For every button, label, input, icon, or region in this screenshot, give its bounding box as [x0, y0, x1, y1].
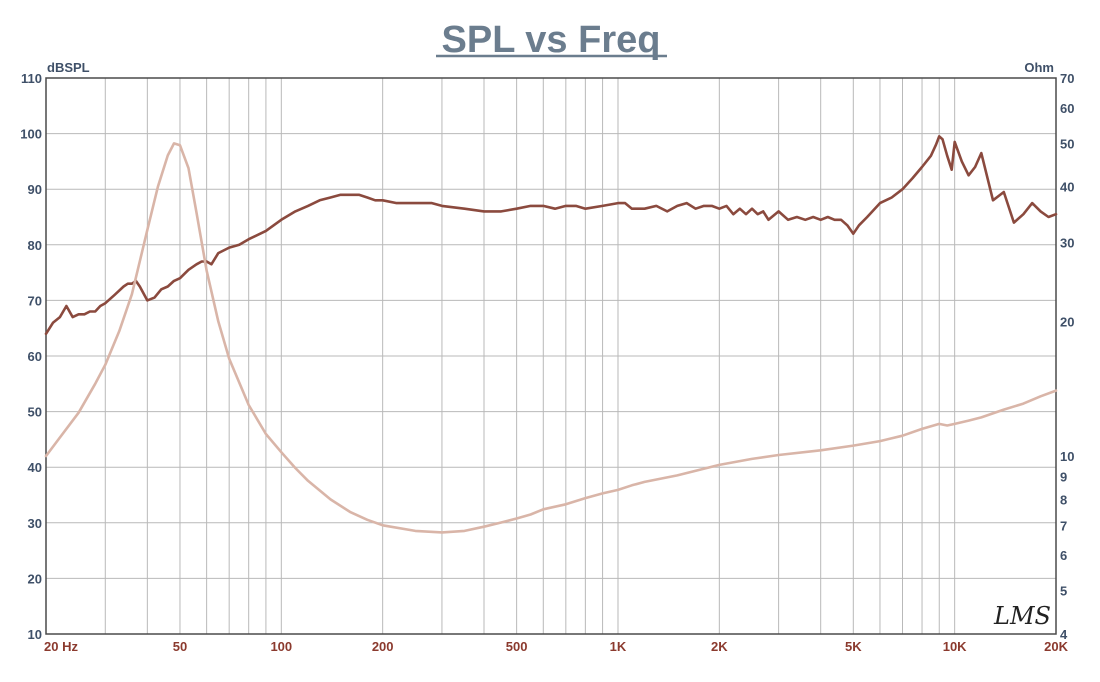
y-left-tick-label: 70	[28, 293, 42, 308]
x-tick-label: 2K	[711, 639, 728, 654]
y-right-tick-label: 4	[1060, 627, 1068, 642]
x-tick-label: 10K	[943, 639, 967, 654]
y-right-tick-label: 70	[1060, 71, 1074, 86]
y-right-tick-label: 6	[1060, 548, 1067, 563]
y-right-tick-label: 50	[1060, 136, 1074, 151]
x-tick-label: 1K	[610, 639, 627, 654]
spl-curve	[44, 135, 1058, 336]
y-left-tick-label: 100	[20, 127, 42, 142]
y-left-tick-label: 30	[28, 516, 42, 531]
y-right-tick-label: 10	[1060, 449, 1074, 464]
x-tick-label: 100	[270, 639, 292, 654]
x-ticks: 20 Hz 50 100 200 500 1K 2K 5K 10K 20K	[44, 639, 1069, 654]
y-left-ticks: 10 20 30 40 50 60 70 80 90 100 110	[20, 71, 42, 642]
y-left-tick-label: 10	[28, 627, 42, 642]
y-right-tick-label: 20	[1060, 314, 1074, 329]
x-tick-label: 5K	[845, 639, 862, 654]
y-left-tick-label: 80	[28, 238, 42, 253]
y-left-axis-label: dBSPL	[47, 60, 90, 75]
y-right-ticks: 4 5 6 7 8 9 10 20 30 40 50 60 70	[1060, 71, 1074, 642]
x-tick-label: 500	[506, 639, 528, 654]
y-right-tick-label: 30	[1060, 236, 1074, 251]
y-right-tick-label: 60	[1060, 101, 1074, 116]
chart-title: SPL vs Freq	[442, 19, 661, 61]
y-left-tick-label: 40	[28, 460, 42, 475]
y-left-tick-label: 60	[28, 349, 42, 364]
y-left-tick-label: 20	[28, 571, 42, 586]
y-right-tick-label: 9	[1060, 469, 1067, 484]
y-right-tick-label: 5	[1060, 584, 1067, 599]
x-tick-label: 200	[372, 639, 394, 654]
x-tick-label: 20 Hz	[44, 639, 78, 654]
grid	[46, 78, 1056, 634]
watermark-logo: LMS	[993, 602, 1051, 630]
y-left-tick-label: 110	[21, 71, 42, 86]
x-tick-label: 20K	[1044, 639, 1068, 654]
y-right-tick-label: 7	[1060, 518, 1067, 533]
plot-frame	[45, 77, 1057, 635]
y-left-tick-label: 50	[28, 405, 42, 420]
y-left-tick-label: 90	[28, 182, 42, 197]
y-right-tick-label: 8	[1060, 492, 1067, 507]
y-right-axis-label: Ohm	[1024, 60, 1054, 75]
impedance-curve	[44, 142, 1058, 534]
series-layer	[44, 135, 1058, 534]
y-right-tick-label: 40	[1060, 180, 1074, 195]
x-tick-label: 50	[173, 639, 187, 654]
